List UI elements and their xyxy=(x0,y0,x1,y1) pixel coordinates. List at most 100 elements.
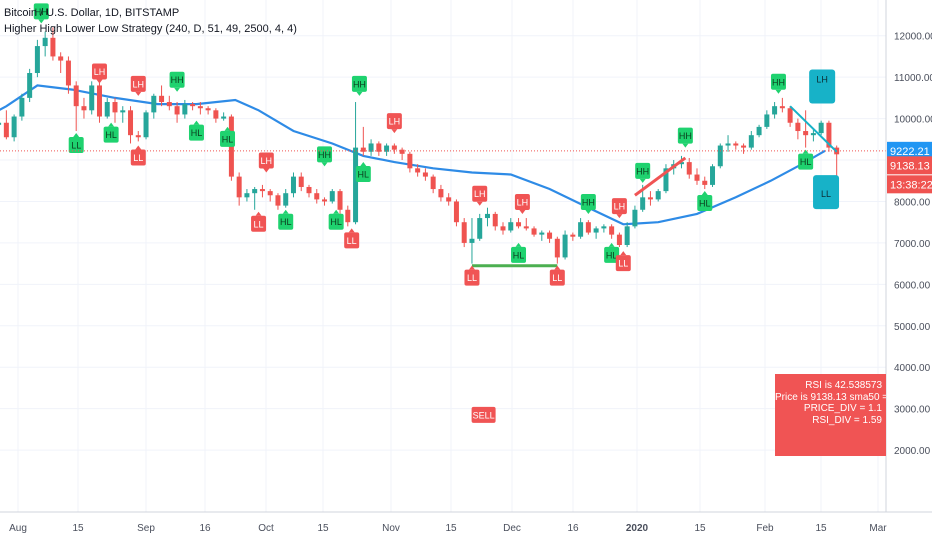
candle-body xyxy=(764,114,770,127)
pivot-label-pointer xyxy=(682,143,689,148)
pivot-label-pointer xyxy=(701,191,708,196)
candle-body xyxy=(578,222,584,237)
pivot-label-box xyxy=(278,213,294,230)
pivot-label-box xyxy=(798,153,814,170)
pivot-label-sell: SELL xyxy=(471,406,496,423)
pivot-label-box xyxy=(220,130,236,147)
candle xyxy=(609,224,615,239)
pivot-label-text: HL xyxy=(330,217,342,227)
candle xyxy=(213,108,219,123)
candle-body xyxy=(756,126,762,136)
pivot-label-ll: LL xyxy=(344,228,360,249)
y-tick-label: 11000.00 xyxy=(894,73,932,84)
candle-body xyxy=(795,122,801,132)
candle-body xyxy=(190,104,196,107)
candle-body xyxy=(547,232,553,239)
candle xyxy=(694,168,700,185)
pivot-label-text: LL xyxy=(347,236,357,246)
pivot-label-text: LH xyxy=(517,197,529,207)
candle-body xyxy=(484,213,490,219)
candle xyxy=(772,102,778,119)
candle-body xyxy=(539,232,545,235)
candle-body xyxy=(143,112,149,138)
price-tag-value: 9138.13 xyxy=(890,160,930,172)
candle xyxy=(322,197,328,206)
candle-body xyxy=(128,110,134,136)
pivot-label-lh: LH xyxy=(386,113,402,134)
candle xyxy=(27,68,33,103)
pivot-label-text: HH xyxy=(582,197,595,207)
candle xyxy=(710,164,716,187)
candle-body xyxy=(461,222,467,243)
pivot-label-pointer xyxy=(608,242,615,247)
pivot-label-box xyxy=(103,126,119,143)
note-rsi: RSI is 42.538573 xyxy=(805,380,882,391)
price-tag-box xyxy=(887,141,932,160)
cyan-label-text: LL xyxy=(821,189,831,199)
pivot-label-pointer xyxy=(468,265,475,270)
candle-body xyxy=(640,197,646,210)
candle xyxy=(182,99,188,119)
candle xyxy=(314,189,320,204)
x-tick-label: 16 xyxy=(567,523,579,534)
candle-body xyxy=(19,97,25,117)
pivot-label-pointer xyxy=(356,91,363,96)
pivot-label-box xyxy=(188,124,204,141)
candle xyxy=(803,110,809,148)
candle-body xyxy=(166,102,172,107)
candle-body xyxy=(120,110,126,113)
candle xyxy=(826,120,832,152)
pivot-label-pointer xyxy=(348,228,355,233)
pivot-label-box xyxy=(580,193,596,210)
pivot-label-text: HH xyxy=(35,7,48,17)
x-tick-label: Oct xyxy=(258,523,274,534)
y-tick-label: 2000.00 xyxy=(894,446,931,457)
cyan-labels: LH LL xyxy=(809,69,840,210)
candle xyxy=(686,157,692,179)
candle-body xyxy=(508,222,514,231)
x-tick-label: Aug xyxy=(9,523,27,534)
candle xyxy=(34,39,40,78)
candle-body xyxy=(492,213,498,227)
candle-body xyxy=(430,176,436,190)
candle xyxy=(190,102,196,111)
candle xyxy=(329,189,335,204)
y-tick-label: 6000.00 xyxy=(894,280,931,291)
pivot-label-pointer xyxy=(193,120,200,125)
cyan-label-ll: LL xyxy=(813,175,840,210)
pivot-label-hl: HL xyxy=(604,242,620,263)
cyan-trend-line xyxy=(789,105,838,153)
pivot-label-pointer xyxy=(802,149,809,154)
candle xyxy=(422,168,428,181)
pivot-label-pointer xyxy=(255,211,262,216)
candle xyxy=(3,110,9,140)
y-tick-label: 4000.00 xyxy=(894,363,931,374)
candle xyxy=(283,189,289,208)
pivot-label-hl: HL xyxy=(355,162,371,183)
x-tick-label: Dec xyxy=(503,523,521,534)
y-tick-label: 8000.00 xyxy=(894,197,931,208)
current-price-tag: 9222.21 xyxy=(887,141,932,160)
pivot-label-pointer xyxy=(108,122,115,127)
pivot-label-hl: HL xyxy=(697,191,713,212)
candle xyxy=(554,236,560,264)
candle xyxy=(267,189,273,202)
candle-body xyxy=(368,143,374,152)
candle xyxy=(632,205,638,229)
pivot-label-text: LL xyxy=(254,219,264,229)
candle xyxy=(42,31,48,57)
candle-body xyxy=(135,135,141,138)
pivot-label-pointer xyxy=(476,201,483,206)
pivot-label-box xyxy=(611,198,627,215)
candle xyxy=(166,95,172,111)
candle xyxy=(702,176,708,190)
pivot-label-pointer xyxy=(333,209,340,214)
candle xyxy=(252,186,258,210)
pivot-label-lh: LH xyxy=(130,75,146,96)
candle xyxy=(725,135,731,152)
pivot-label-text: HL xyxy=(800,157,812,167)
x-tick-label: 16 xyxy=(199,523,211,534)
candle-body xyxy=(477,218,483,239)
candlestick-series xyxy=(0,27,840,264)
